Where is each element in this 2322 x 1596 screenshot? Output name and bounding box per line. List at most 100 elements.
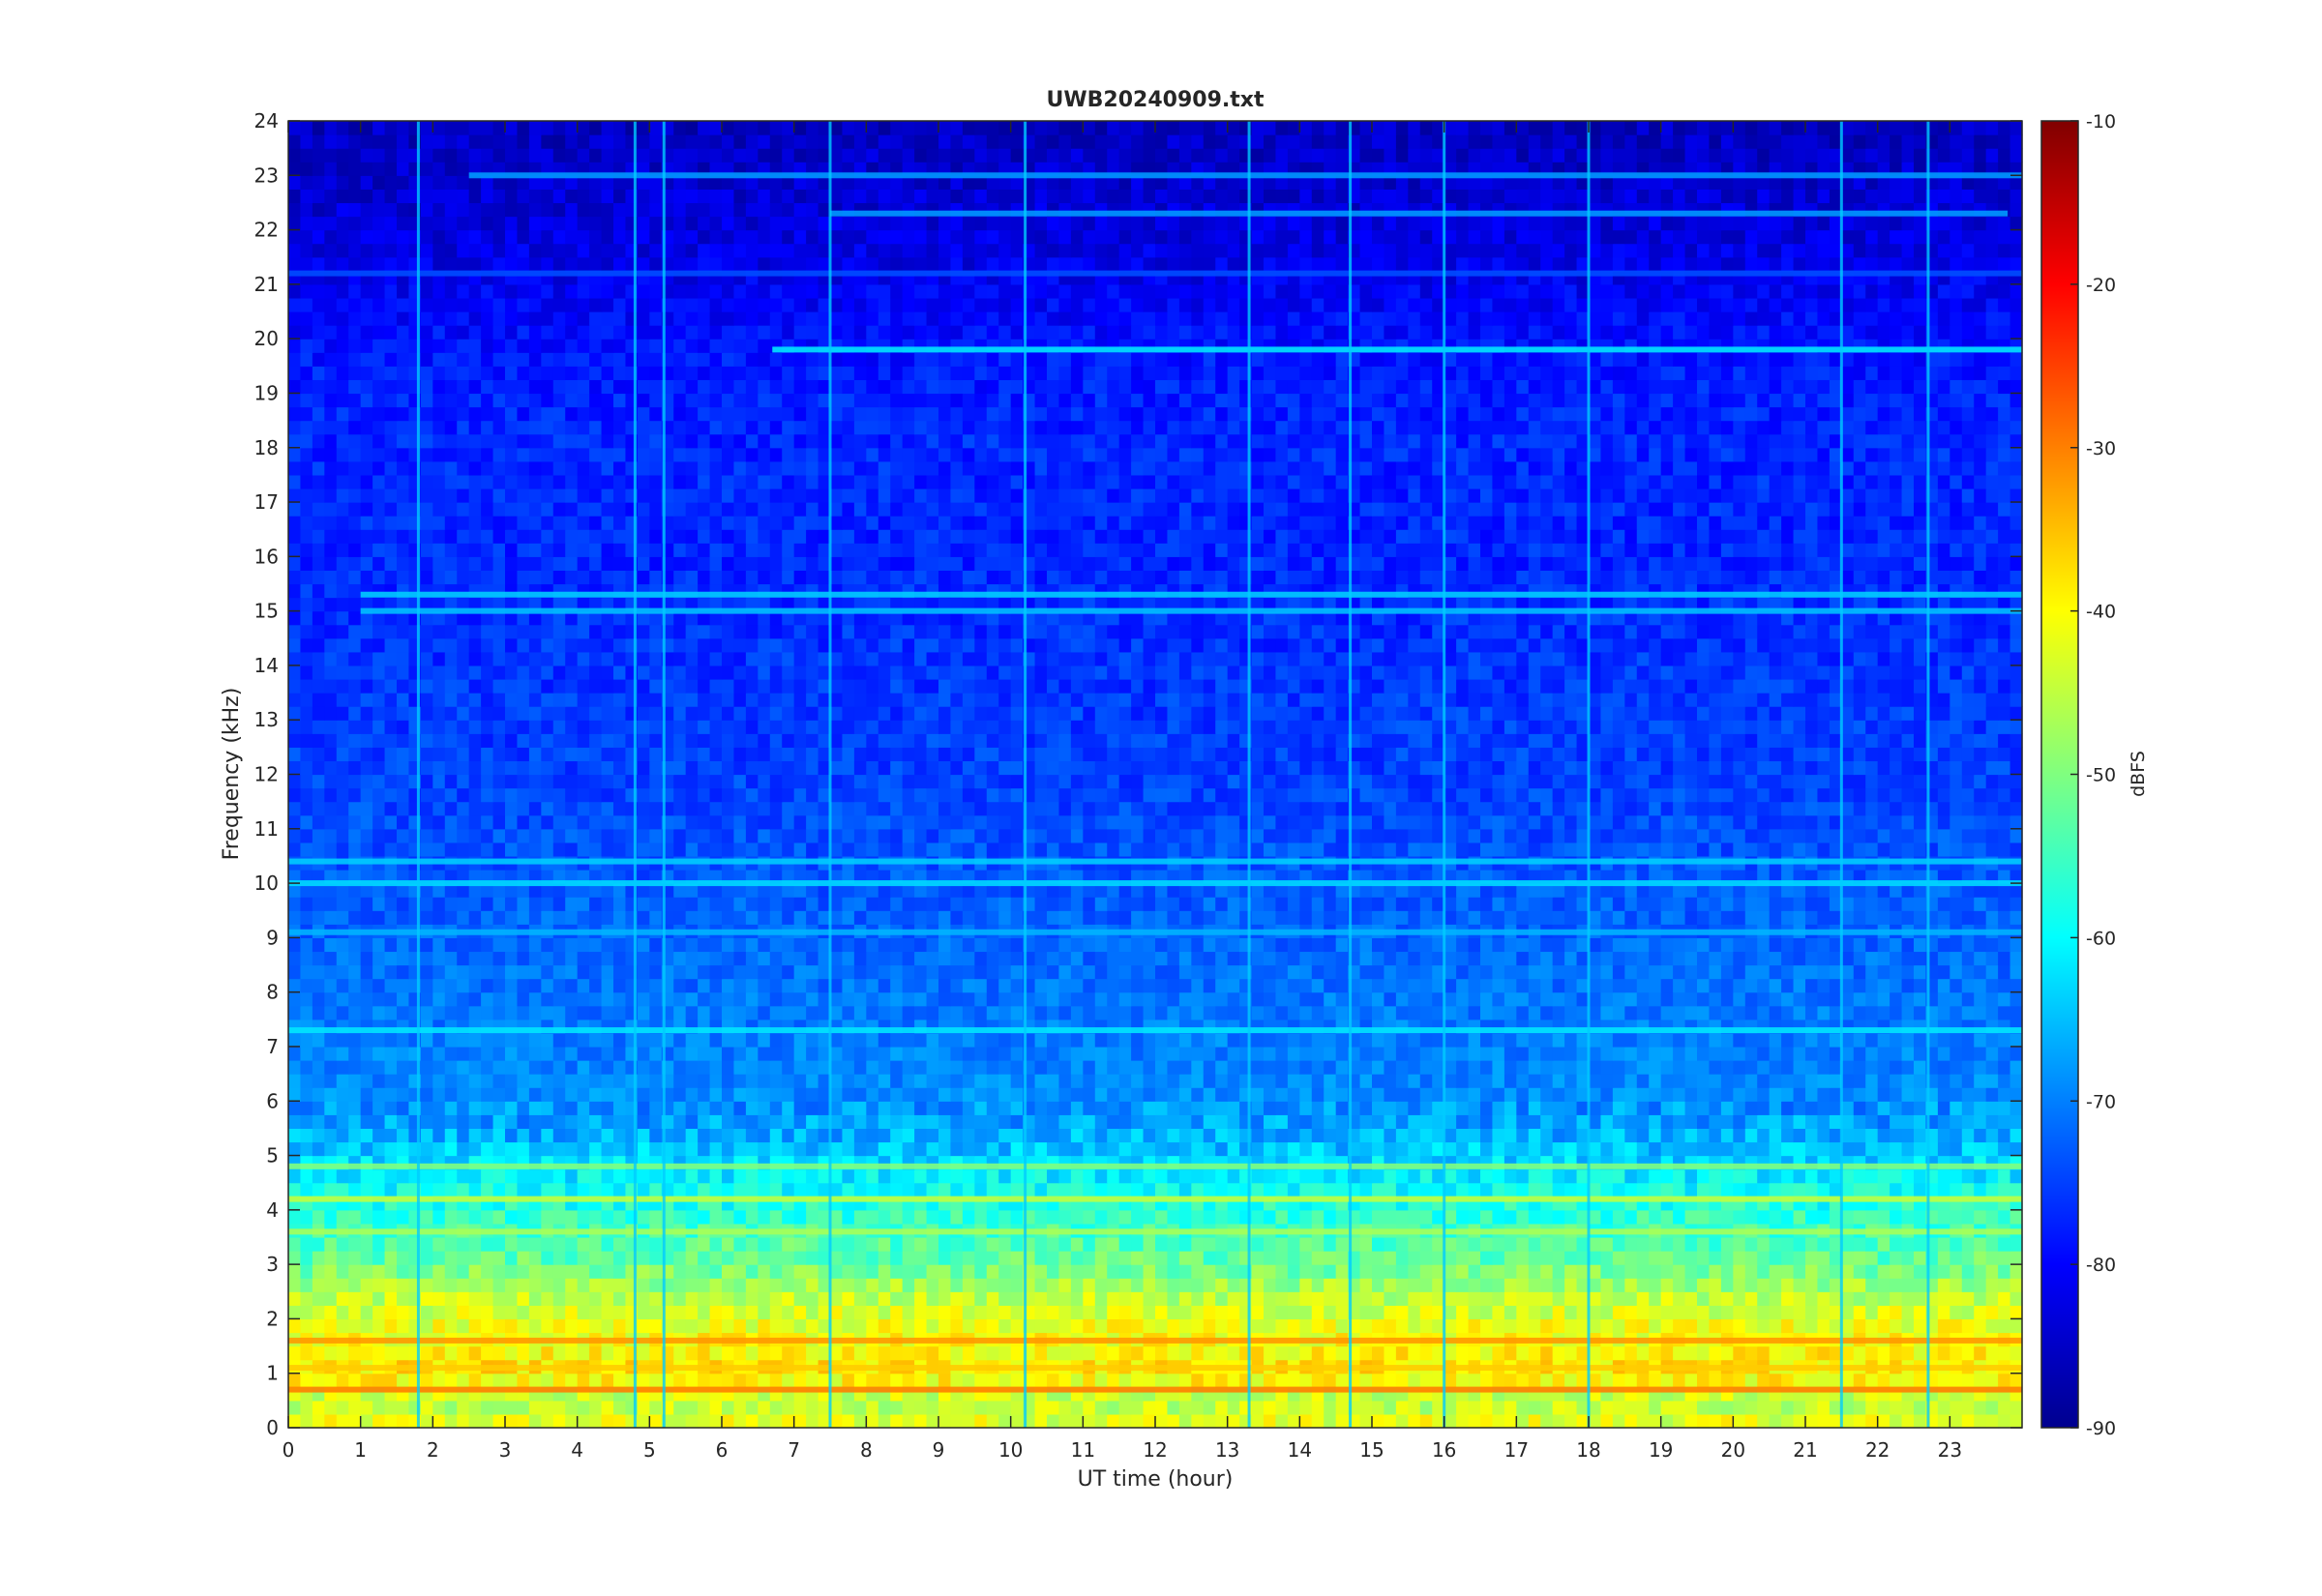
- heatmap-cell: [1395, 1005, 1409, 1020]
- heatmap-cell: [372, 1087, 386, 1102]
- heatmap-cell: [709, 1278, 723, 1292]
- heatmap-cell: [926, 1060, 939, 1075]
- heatmap-cell: [1600, 1373, 1614, 1388]
- heatmap-cell: [902, 1345, 915, 1361]
- heatmap-cell: [1203, 1128, 1216, 1143]
- heatmap-cell: [1805, 1101, 1819, 1115]
- heatmap-cell: [2009, 991, 2023, 1007]
- heatmap-cell: [926, 1291, 939, 1306]
- heatmap-cell: [481, 1005, 494, 1020]
- heatmap-cell: [1709, 1345, 1722, 1361]
- heatmap-cell: [1311, 1209, 1325, 1225]
- heatmap-cell: [2009, 1032, 2023, 1048]
- heatmap-cell: [1709, 1141, 1722, 1157]
- heatmap-cell: [1769, 964, 1782, 980]
- heatmap-cell: [1793, 1236, 1806, 1252]
- heatmap-cell: [1901, 1046, 1915, 1061]
- heatmap-cell: [348, 1141, 362, 1157]
- heatmap-cell: [950, 1046, 964, 1061]
- heatmap-cell: [432, 978, 446, 993]
- heatmap-cell: [1456, 991, 1470, 1007]
- heatmap-cell: [1757, 1101, 1771, 1115]
- heatmap-cell: [1480, 1114, 1494, 1129]
- heatmap-cell: [1684, 1413, 1698, 1429]
- heatmap-cell: [324, 1168, 338, 1184]
- heatmap-cell: [1841, 1005, 1855, 1020]
- heatmap-cell: [1528, 1074, 1541, 1088]
- heatmap-cell: [782, 1264, 795, 1279]
- heatmap-cell: [1058, 1141, 1072, 1157]
- heatmap-cell: [1167, 978, 1180, 993]
- heatmap-cell: [577, 1278, 590, 1292]
- heatmap-cell: [685, 991, 699, 1007]
- heatmap-cell: [926, 1413, 939, 1429]
- heatmap-cell: [673, 1060, 687, 1075]
- heatmap-cell: [1865, 964, 1879, 980]
- heatmap-cell: [1600, 1236, 1614, 1252]
- heatmap-cell: [926, 1032, 939, 1048]
- heatmap-cell: [1649, 1278, 1662, 1292]
- heatmap-cell: [1094, 1005, 1108, 1020]
- heatmap-cell: [1131, 1373, 1145, 1388]
- heatmap-cell: [541, 1182, 554, 1197]
- heatmap-cell: [2009, 1236, 2023, 1252]
- heatmap-cell: [552, 1400, 566, 1415]
- heatmap-cell: [1384, 1236, 1397, 1252]
- heatmap-cell: [962, 1128, 975, 1143]
- heatmap-cell: [372, 1400, 386, 1415]
- heatmap-cell: [1793, 1373, 1806, 1388]
- heatmap-cell: [1359, 1032, 1373, 1048]
- heatmap-cell: [1720, 1318, 1734, 1334]
- heatmap-cell: [1649, 1101, 1662, 1115]
- heatmap-cell: [1503, 1373, 1517, 1388]
- heatmap-cell: [444, 1291, 458, 1306]
- heatmap-cell: [950, 1318, 964, 1334]
- heatmap-cell: [444, 1182, 458, 1197]
- heatmap-cell: [1047, 1182, 1060, 1197]
- heatmap-cell: [589, 1101, 603, 1115]
- heatmap-cell: [758, 1128, 771, 1143]
- heatmap-cell: [890, 1264, 904, 1279]
- heatmap-cell: [1673, 1074, 1686, 1088]
- heatmap-cell: [1673, 1182, 1686, 1197]
- heatmap-cell: [1600, 1101, 1614, 1115]
- heatmap-cell: [1492, 1128, 1505, 1143]
- heatmap-cell: [1636, 1209, 1650, 1225]
- heatmap-cell: [1624, 1413, 1638, 1429]
- heatmap-cell: [938, 1278, 952, 1292]
- heatmap-cell: [397, 1128, 410, 1143]
- heatmap-cell: [492, 1128, 506, 1143]
- heatmap-cell: [1528, 1413, 1541, 1429]
- heatmap-cell: [1757, 1114, 1771, 1129]
- heatmap-cell: [1264, 1046, 1277, 1061]
- heatmap-cell: [1709, 1209, 1722, 1225]
- heatmap-cell: [1998, 1032, 2011, 1048]
- heatmap-cell: [1324, 1291, 1337, 1306]
- heatmap-cell: [1684, 1236, 1698, 1252]
- heatmap-cell: [1697, 1168, 1711, 1184]
- heatmap-cell: [1974, 1168, 1987, 1184]
- heatmap-cell: [1841, 1413, 1855, 1429]
- heatmap-cell: [1480, 964, 1494, 980]
- heatmap-cell: [986, 1291, 999, 1306]
- heatmap-cell: [1624, 1278, 1638, 1292]
- heatmap-cell: [866, 1305, 879, 1320]
- heatmap-cell: [1540, 1305, 1554, 1320]
- heatmap-cell: [1010, 1087, 1024, 1102]
- heatmap-cell: [288, 1318, 302, 1334]
- heatmap-cell: [974, 1345, 988, 1361]
- heatmap-cell: [998, 1400, 1012, 1415]
- heatmap-cell: [1793, 1005, 1806, 1020]
- heatmap-cell: [1070, 1264, 1084, 1279]
- heatmap-cell: [962, 1074, 975, 1088]
- heatmap-cell: [1793, 1101, 1806, 1115]
- heatmap-cell: [866, 1413, 879, 1429]
- heatmap-cell: [1215, 1128, 1229, 1143]
- heatmap-cell: [782, 1046, 795, 1061]
- heatmap-cell: [589, 1114, 603, 1129]
- heatmap-cell: [986, 1005, 999, 1020]
- heatmap-cell: [1865, 1087, 1879, 1102]
- heatmap-cell: [1769, 1168, 1782, 1184]
- heatmap-cell: [818, 1046, 831, 1061]
- heatmap-cell: [830, 1101, 844, 1115]
